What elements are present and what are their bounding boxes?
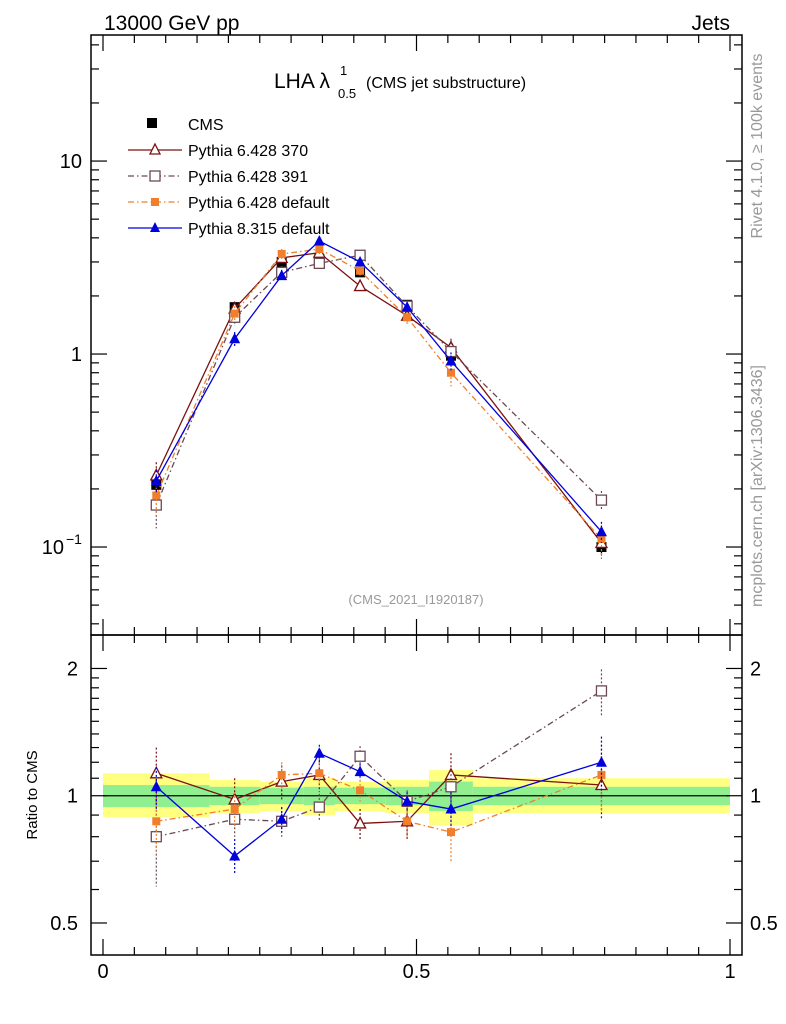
ratio-axis-label: Ratio to CMS [24,750,41,839]
ratio-point-pythia-6-428-391 [313,801,325,813]
ratio-point-pythia-8-315-default [313,747,325,758]
point-pythia-8-315-default [150,474,162,486]
series-pythia-6-428-default [152,244,606,556]
x-tick-label: 1 [724,961,735,983]
series-cms [151,254,607,555]
ratio-point-pythia-8-315-default [401,795,413,806]
legend-label-pythia6-391: Pythia 6.428 391 [188,169,308,186]
ratio-point-pythia-8-315-default [445,803,457,814]
y-tick-label: 1 [71,344,82,366]
ratio-point-pythia-6-428-default [446,828,455,837]
plot-title-superscript: 1 [340,63,347,78]
side-label-top: Rivet 4.1.0, ≥ 100k events [749,54,766,239]
ratio-point-pythia-6-428-391 [595,685,608,697]
point-pythia-6-428-default [403,313,412,322]
ratio-point-pythia-8-315-default [150,780,162,792]
point-pythia-6-428-default [152,491,161,500]
ratio-series-pythia-8-315-default [150,736,607,875]
ratio-y-tick-label-right: 0.5 [750,913,778,935]
legend-marker-cms [147,118,157,128]
ratio-point-pythia-6-428-default [356,786,365,795]
ratio-point-pythia-6-428-default [152,817,161,826]
side-label-bottom: mcplots.cern.ch [arXiv:1306.3436] [749,365,766,607]
ratio-y-tick-label-left: 2 [67,658,78,680]
point-pythia-8-315-default [401,301,413,312]
ratio-line-pythia-6-428-default [156,772,602,833]
point-pythia-6-428-default [315,245,324,254]
y-tick-label: 10 [60,151,82,173]
series-line-pythia-6-428-370 [155,252,602,544]
series-line-pythia-6-428-default [155,248,602,540]
series-pythia-6-428-370 [149,245,609,559]
ratio-line-pythia-6-428-391 [156,690,602,838]
ratio-plot-content [103,669,730,887]
y-tick-label-exponent: −1 [66,531,82,547]
series-pythia-8-315-default [150,235,607,543]
legend-marker-pythia6-391 [149,170,161,182]
point-pythia-8-315-default [445,355,457,366]
ratio-point-pythia-8-315-default [354,765,366,777]
point-pythia-8-315-default [354,255,366,267]
ratio-y-tick-label-right: 2 [750,658,761,680]
header-right-label: Jets [691,12,730,35]
ratio-point-pythia-6-428-default [403,817,412,826]
y-tick-label: 10 [42,537,64,559]
ratio-point-pythia-6-428-default [315,769,324,778]
legend-marker-pythia8-default [150,222,160,232]
legend-marker-pythia6-default [151,198,159,206]
legend-label-pythia8-default: Pythia 8.315 default [188,221,330,238]
ratio-point-pythia-6-428-391 [150,831,162,843]
ratio-point-pythia-6-428-391 [445,781,457,793]
point-pythia-6-428-default [446,368,455,377]
point-pythia-6-428-391 [313,257,325,270]
point-pythia-6-428-default [277,249,286,258]
ratio-point-pythia-6-428-370 [353,816,367,829]
legend-label-cms: CMS [188,117,224,134]
ratio-series-pythia-6-428-391 [150,669,608,887]
legend-label-pythia6-370: Pythia 6.428 370 [188,143,308,160]
x-tick-label: 0.5 [403,961,431,983]
plot-title-main: LHA λ [274,70,331,93]
ratio-point-pythia-6-428-default [597,770,606,779]
ratio-point-pythia-8-315-default [595,756,607,767]
main-plot-content [149,235,609,559]
plot-title-subscript: 0.5 [338,86,356,101]
point-pythia-8-315-default [229,332,241,344]
point-pythia-6-428-391 [595,494,608,506]
plot-title-suffix: (CMS jet substructure) [366,75,526,92]
ratio-point-pythia-6-428-default [277,770,286,779]
ratio-point-pythia-6-428-default [230,805,239,814]
legend-marker-pythia6-370 [148,142,162,155]
plot-title: LHA λ [274,70,331,93]
point-pythia-6-428-default [230,309,239,318]
header-left-label: 13000 GeV pp [104,12,239,35]
point-pythia-8-315-default [313,235,325,246]
series-line-pythia-6-428-391 [155,254,602,506]
ratio-point-pythia-8-315-default [229,850,241,861]
point-pythia-8-315-default [276,269,288,281]
ratio-y-tick-label-left: 0.5 [50,913,78,935]
point-pythia-8-315-default [595,525,607,537]
series-line-pythia-8-315-default [155,240,602,533]
x-tick-label: 0 [97,961,108,983]
ratio-plot-panel: 2 2 1 1 0.5 0.5 0 0.5 1 Ratio to CMS [24,634,778,983]
point-pythia-6-428-370 [353,278,367,292]
ratio-line-pythia-6-428-370 [156,772,602,825]
ratio-y-tick-label-right: 1 [750,786,761,808]
ratio-y-tick-label-left: 1 [67,786,78,808]
series-pythia-6-428-391 [150,249,608,529]
ratio-point-pythia-6-428-370 [275,774,289,787]
analysis-watermark: (CMS_2021_I1920187) [348,592,483,607]
ratio-point-pythia-6-428-391 [229,813,241,825]
legend: CMS Pythia 6.428 370 Pythia 6.428 391 Py… [128,117,330,238]
ratio-point-pythia-8-315-default [276,813,288,824]
ratio-plot-ticks: 2 2 1 1 0.5 0.5 0 0.5 1 [50,635,778,983]
legend-label-pythia6-default: Pythia 6.428 default [188,195,330,212]
point-pythia-6-428-default [356,266,365,275]
ratio-line-pythia-8-315-default [155,752,602,857]
ratio-point-pythia-6-428-391 [354,750,366,762]
